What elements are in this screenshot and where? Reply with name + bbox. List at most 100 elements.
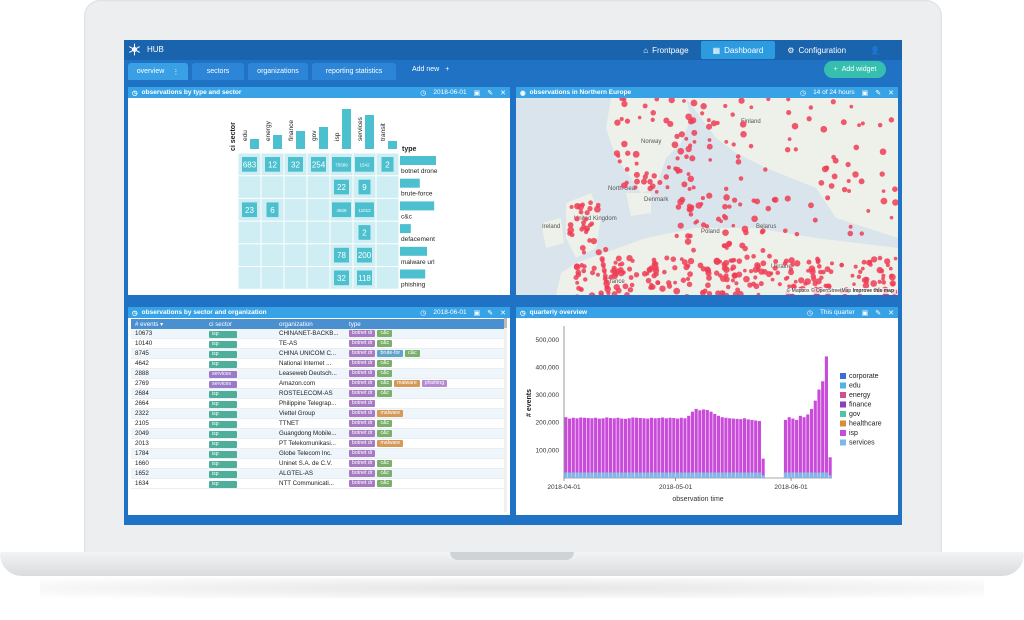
column-sector[interactable]: ci sector — [205, 321, 275, 328]
table-row[interactable]: 1660 isp Uninet S.A. de C.V. botnet dr c&c — [131, 459, 507, 469]
type-tag[interactable]: botnet dr — [349, 370, 376, 377]
table-row[interactable]: 8745 isp CHINA UNICOM C... botnet dr brute-f… — [131, 349, 507, 359]
edit-icon[interactable]: ✎ — [875, 89, 882, 97]
type-tag[interactable]: malware — [394, 380, 420, 387]
table-row[interactable]: 2105 isp TTNET botnet dr c&c — [131, 419, 507, 429]
camera-icon[interactable]: ▣ — [861, 89, 869, 97]
type-tag[interactable]: c&c — [377, 360, 393, 367]
type-tag[interactable]: c&c — [377, 330, 393, 337]
type-tag[interactable]: botnet dr — [349, 400, 376, 407]
tab-sectors[interactable]: sectors — [192, 63, 244, 80]
type-tag[interactable]: c&c — [405, 350, 420, 357]
sector-tag[interactable]: services — [209, 380, 237, 388]
type-tag[interactable]: botnet dr — [349, 460, 376, 467]
column-events[interactable]: # events ▾ — [135, 320, 164, 328]
clock-icon[interactable]: ◷ — [799, 89, 807, 97]
type-tag[interactable]: c&c — [377, 380, 393, 387]
sector-tag[interactable]: isp — [209, 390, 237, 398]
type-tag[interactable]: c&c — [377, 460, 393, 467]
nav-frontpage[interactable]: ⌂ Frontpage — [631, 41, 700, 59]
sector-tag[interactable]: isp — [209, 470, 237, 478]
type-tag[interactable]: botnet dr — [349, 360, 376, 367]
sector-tag[interactable]: isp — [209, 440, 237, 448]
type-tag[interactable]: botnet dr — [349, 380, 376, 387]
tab-organizations[interactable]: organizations — [248, 63, 308, 80]
table-row[interactable]: 2769 services Amazon.com botnet dr c&c malwar… — [131, 379, 507, 389]
add-new-tab-button[interactable]: Add new + — [412, 66, 449, 73]
sector-tag[interactable]: isp — [209, 360, 237, 368]
table-row[interactable]: 2013 isp PT Telekomunikasi... botnet dr malw… — [131, 439, 507, 449]
tab-overview[interactable]: overview ⋮ — [128, 63, 188, 80]
close-icon[interactable]: ✕ — [888, 309, 894, 317]
sector-tag[interactable]: isp — [209, 350, 237, 358]
type-tag[interactable]: botnet dr — [349, 420, 376, 427]
type-tag[interactable]: c&c — [377, 480, 393, 487]
edit-icon[interactable]: ✎ — [487, 89, 494, 97]
table-row[interactable]: 2684 isp ROSTELECOM-AS botnet dr c&c — [131, 389, 507, 399]
table-row[interactable]: 1652 isp ALGTEL-AS botnet dr c&c — [131, 469, 507, 479]
sector-tag[interactable]: isp — [209, 420, 237, 428]
table-row[interactable]: 2888 services Leaseweb Deutsch... botnet dr… — [131, 369, 507, 379]
type-tag[interactable]: c&c — [377, 430, 393, 437]
type-tag[interactable]: botnet dr — [349, 390, 376, 397]
nav-user[interactable]: 👤 — [858, 41, 892, 59]
add-widget-button[interactable]: + Add widget — [824, 61, 886, 78]
type-tag[interactable]: botnet dr — [349, 340, 376, 347]
type-tag[interactable]: botnet dr — [349, 350, 376, 357]
clock-icon[interactable]: ◷ — [420, 89, 427, 97]
camera-icon[interactable]: ▣ — [473, 89, 481, 97]
camera-icon[interactable]: ▣ — [861, 309, 869, 317]
type-tag[interactable]: botnet dr — [349, 440, 376, 447]
type-tag[interactable]: malware — [377, 440, 404, 447]
edit-icon[interactable]: ✎ — [875, 309, 882, 317]
table-row[interactable]: 1784 isp Globe Telecom Inc. botnet dr — [131, 449, 507, 459]
type-tag[interactable]: botnet dr — [349, 330, 376, 337]
table-row[interactable]: 2322 isp Viettel Group botnet dr malware — [131, 409, 507, 419]
close-icon[interactable]: ✕ — [888, 89, 894, 97]
table-row[interactable]: 10140 isp TE-AS botnet dr c&c — [131, 339, 507, 349]
type-tag[interactable]: botnet dr — [349, 480, 376, 487]
sector-tag[interactable]: isp — [209, 460, 237, 468]
camera-icon[interactable]: ▣ — [473, 309, 481, 317]
type-tag[interactable]: c&c — [377, 390, 393, 397]
table-row[interactable]: 1634 isp NTT Communicati... botnet dr c&c — [131, 479, 507, 489]
type-tag[interactable]: c&c — [377, 470, 393, 477]
sector-tag[interactable]: isp — [209, 410, 237, 418]
type-tag[interactable]: malware — [377, 410, 404, 417]
sector-tag[interactable]: isp — [209, 330, 237, 338]
table-row[interactable]: 2049 isp Guangdong Mobile... botnet dr c&c — [131, 429, 507, 439]
improve-map-link[interactable]: Improve this map — [852, 288, 894, 294]
sector-tag[interactable]: isp — [209, 480, 237, 488]
table-row[interactable]: 10673 isp CHINANET-BACKB... botnet dr c&c — [131, 329, 507, 339]
nav-dashboard[interactable]: ▦ Dashboard — [700, 41, 776, 59]
close-icon[interactable]: ✕ — [500, 309, 506, 317]
table-scrollbar[interactable] — [504, 318, 507, 512]
type-tag[interactable]: botnet dr — [349, 430, 376, 437]
sector-tag[interactable]: isp — [209, 450, 237, 458]
app-logo[interactable]: HUB — [128, 43, 164, 56]
column-type[interactable]: type — [347, 321, 507, 328]
nav-configuration[interactable]: ⚙ Configuration — [775, 41, 858, 59]
type-tag[interactable]: botnet dr — [349, 470, 376, 477]
column-organization[interactable]: organization — [275, 321, 347, 328]
sector-tag[interactable]: isp — [209, 430, 237, 438]
type-tag[interactable]: c&c — [377, 340, 393, 347]
sector-tag[interactable]: services — [209, 370, 237, 378]
clock-icon[interactable]: ◷ — [806, 309, 813, 317]
type-tag[interactable]: brute-for — [377, 350, 404, 357]
type-tag[interactable]: c&c — [377, 370, 393, 377]
sector-tag[interactable]: isp — [209, 340, 237, 348]
clock-icon[interactable]: ◷ — [420, 309, 427, 317]
tab-reporting-statistics[interactable]: reporting statistics — [312, 63, 396, 80]
table-row[interactable]: 4642 isp National Internet ... botnet dr c&c — [131, 359, 507, 369]
type-tag[interactable]: botnet dr — [349, 410, 376, 417]
type-tag[interactable]: phishing — [421, 380, 448, 387]
scroll-thumb[interactable] — [504, 318, 507, 328]
map-view[interactable]: Norway Finland North Sea Denmark United King… — [516, 98, 898, 295]
table-row[interactable]: 2664 isp Philippine Telegrap... botnet dr — [131, 399, 507, 409]
edit-icon[interactable]: ✎ — [487, 309, 494, 317]
sector-tag[interactable]: isp — [209, 400, 237, 408]
type-tag[interactable]: botnet dr — [349, 450, 376, 457]
tab-menu-icon[interactable]: ⋮ — [172, 68, 180, 76]
type-tag[interactable]: c&c — [377, 420, 393, 427]
